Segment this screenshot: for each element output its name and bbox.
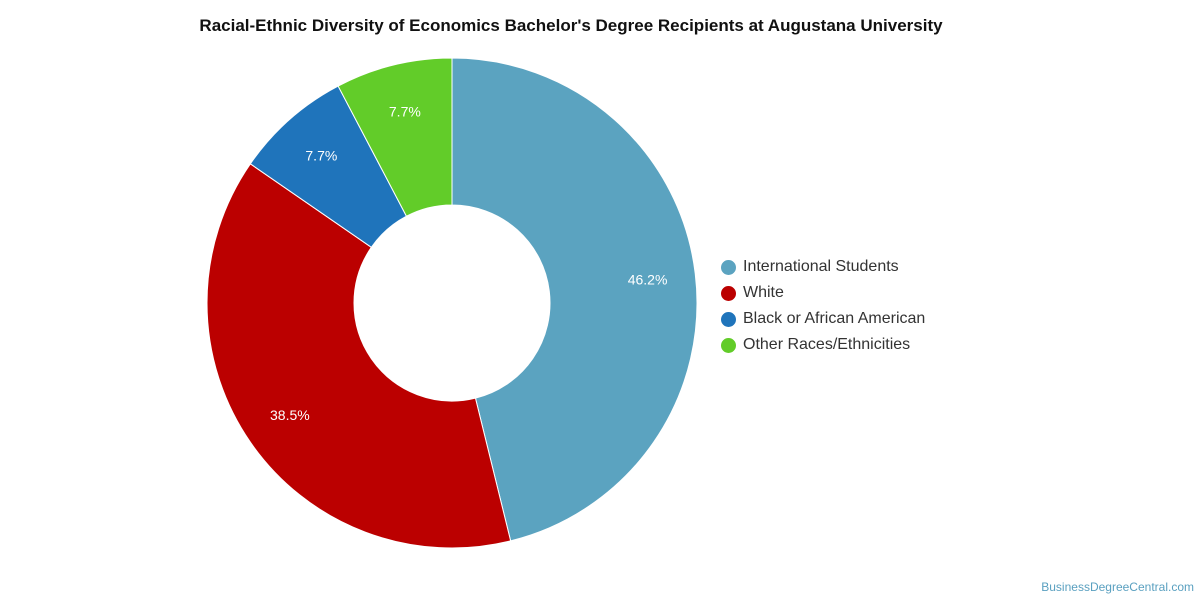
- legend-item-international-students[interactable]: International Students: [721, 254, 925, 280]
- slice-label-international-students: 46.2%: [628, 271, 668, 287]
- slice-international-students[interactable]: [451, 57, 698, 542]
- legend-item-white[interactable]: White: [721, 280, 925, 306]
- legend-swatch-icon: [721, 311, 736, 327]
- legend-label: International Students: [743, 258, 899, 275]
- legend-label: Other Races/Ethnicities: [743, 336, 911, 353]
- watermark: BusinessDegreeCentral.com: [1041, 580, 1194, 594]
- slice-label-other-races-ethnicities: 7.7%: [389, 104, 421, 120]
- legend-swatch-icon: [721, 285, 736, 301]
- legend-swatch-icon: [721, 259, 736, 275]
- slice-other-races-ethnicities[interactable]: [337, 57, 453, 217]
- slice-label-white: 38.5%: [270, 407, 310, 423]
- legend: International Students White Black or Afri…: [721, 254, 925, 358]
- legend-item-black-or-african-american[interactable]: Black or African American: [721, 306, 925, 332]
- chart-title: Racial-Ethnic Diversity of Economics Bac…: [199, 16, 943, 35]
- legend-label: White: [743, 284, 784, 301]
- legend-item-other-races-ethnicities[interactable]: Other Races/Ethnicities: [721, 332, 925, 358]
- legend-label: Black or African American: [743, 310, 926, 327]
- slice-white[interactable]: [206, 163, 512, 549]
- legend-swatch-icon: [721, 337, 736, 353]
- slice-label-black-or-african-american: 7.7%: [305, 148, 337, 164]
